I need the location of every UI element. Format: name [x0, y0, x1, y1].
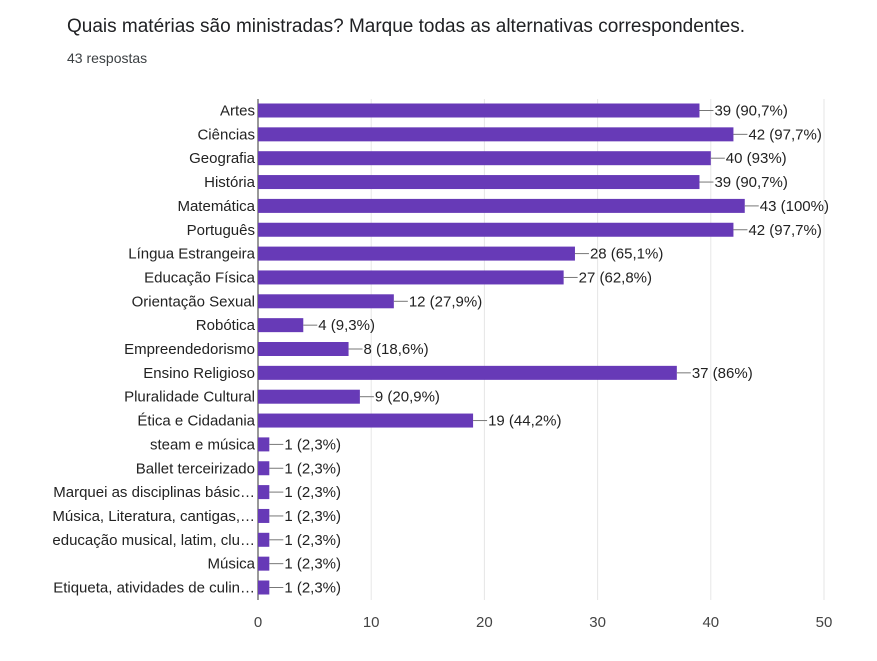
- bar: [258, 461, 270, 476]
- x-tick-label: 20: [476, 614, 493, 631]
- bar: [258, 222, 734, 237]
- bar: [258, 389, 360, 404]
- category-label: Geografia: [189, 150, 256, 167]
- bar: [258, 485, 270, 500]
- data-label: 1 (2,3%): [284, 460, 341, 477]
- data-label: 19 (44,2%): [488, 413, 561, 430]
- category-label: Pluralidade Cultural: [124, 389, 255, 406]
- data-label: 42 (97,7%): [748, 126, 821, 143]
- category-label: História: [204, 174, 256, 191]
- data-label: 43 (100%): [760, 198, 829, 215]
- category-label: Orientação Sexual: [132, 293, 255, 310]
- data-label: 1 (2,3%): [284, 484, 341, 501]
- data-label: 1 (2,3%): [284, 508, 341, 525]
- x-tick-label: 10: [363, 614, 380, 631]
- category-label: Matemática: [177, 198, 255, 215]
- category-label: Língua Estrangeira: [128, 246, 255, 263]
- bar: [258, 151, 711, 166]
- bar: [258, 127, 734, 142]
- data-label: 1 (2,3%): [284, 556, 341, 573]
- data-label: 1 (2,3%): [284, 580, 341, 597]
- category-label: Português: [187, 222, 255, 239]
- x-tick-label: 30: [589, 614, 606, 631]
- category-label: Ética e Cidadania: [137, 413, 255, 430]
- x-tick-label: 0: [254, 614, 262, 631]
- bar: [258, 175, 700, 190]
- x-tick-label: 40: [702, 614, 719, 631]
- bar: [258, 342, 349, 356]
- data-label: 39 (90,7%): [714, 174, 787, 191]
- bar: [258, 103, 700, 118]
- data-label: 40 (93%): [726, 150, 787, 167]
- bar: [258, 437, 270, 452]
- data-label: 39 (90,7%): [714, 103, 787, 120]
- data-label: 12 (27,9%): [409, 293, 482, 310]
- bar: [258, 246, 575, 261]
- category-label: Marquei as disciplinas básic…: [53, 484, 255, 501]
- category-label: Ciências: [197, 126, 255, 143]
- data-label: 27 (62,8%): [579, 269, 652, 286]
- category-label: Empreendedorismo: [124, 341, 255, 358]
- data-label: 1 (2,3%): [284, 436, 341, 453]
- data-label: 37 (86%): [692, 365, 753, 382]
- bar: [258, 413, 474, 428]
- response-count: 43 respostas: [67, 50, 148, 66]
- data-label: 4 (9,3%): [318, 317, 375, 334]
- data-label: 28 (65,1%): [590, 246, 663, 263]
- data-label: 8 (18,6%): [364, 341, 429, 358]
- data-label: 1 (2,3%): [284, 532, 341, 549]
- category-label: Ensino Religioso: [143, 365, 255, 382]
- category-label: Educação Física: [144, 269, 256, 286]
- bar: [258, 365, 677, 380]
- data-label: 42 (97,7%): [748, 222, 821, 239]
- chart-title: Quais matérias são ministradas? Marque t…: [67, 16, 746, 37]
- bar: [258, 556, 270, 571]
- bar: [258, 580, 270, 595]
- bar: [258, 532, 270, 547]
- category-label: Ballet terceirizado: [136, 460, 255, 477]
- category-label: educação musical, latim, clu…: [52, 532, 255, 549]
- category-label: Artes: [220, 103, 255, 120]
- bar: [258, 294, 394, 309]
- data-label: 9 (20,9%): [375, 389, 440, 406]
- bar: [258, 198, 745, 213]
- category-label: Música: [207, 556, 255, 573]
- category-label: Etiqueta, atividades de culin…: [53, 580, 255, 597]
- category-label: steam e música: [150, 436, 256, 453]
- category-label: Música, Literatura, cantigas,…: [52, 508, 255, 525]
- x-tick-label: 50: [816, 614, 833, 631]
- bar: [258, 318, 304, 333]
- category-label: Robótica: [196, 317, 256, 334]
- bar: [258, 270, 564, 285]
- bar: [258, 508, 270, 523]
